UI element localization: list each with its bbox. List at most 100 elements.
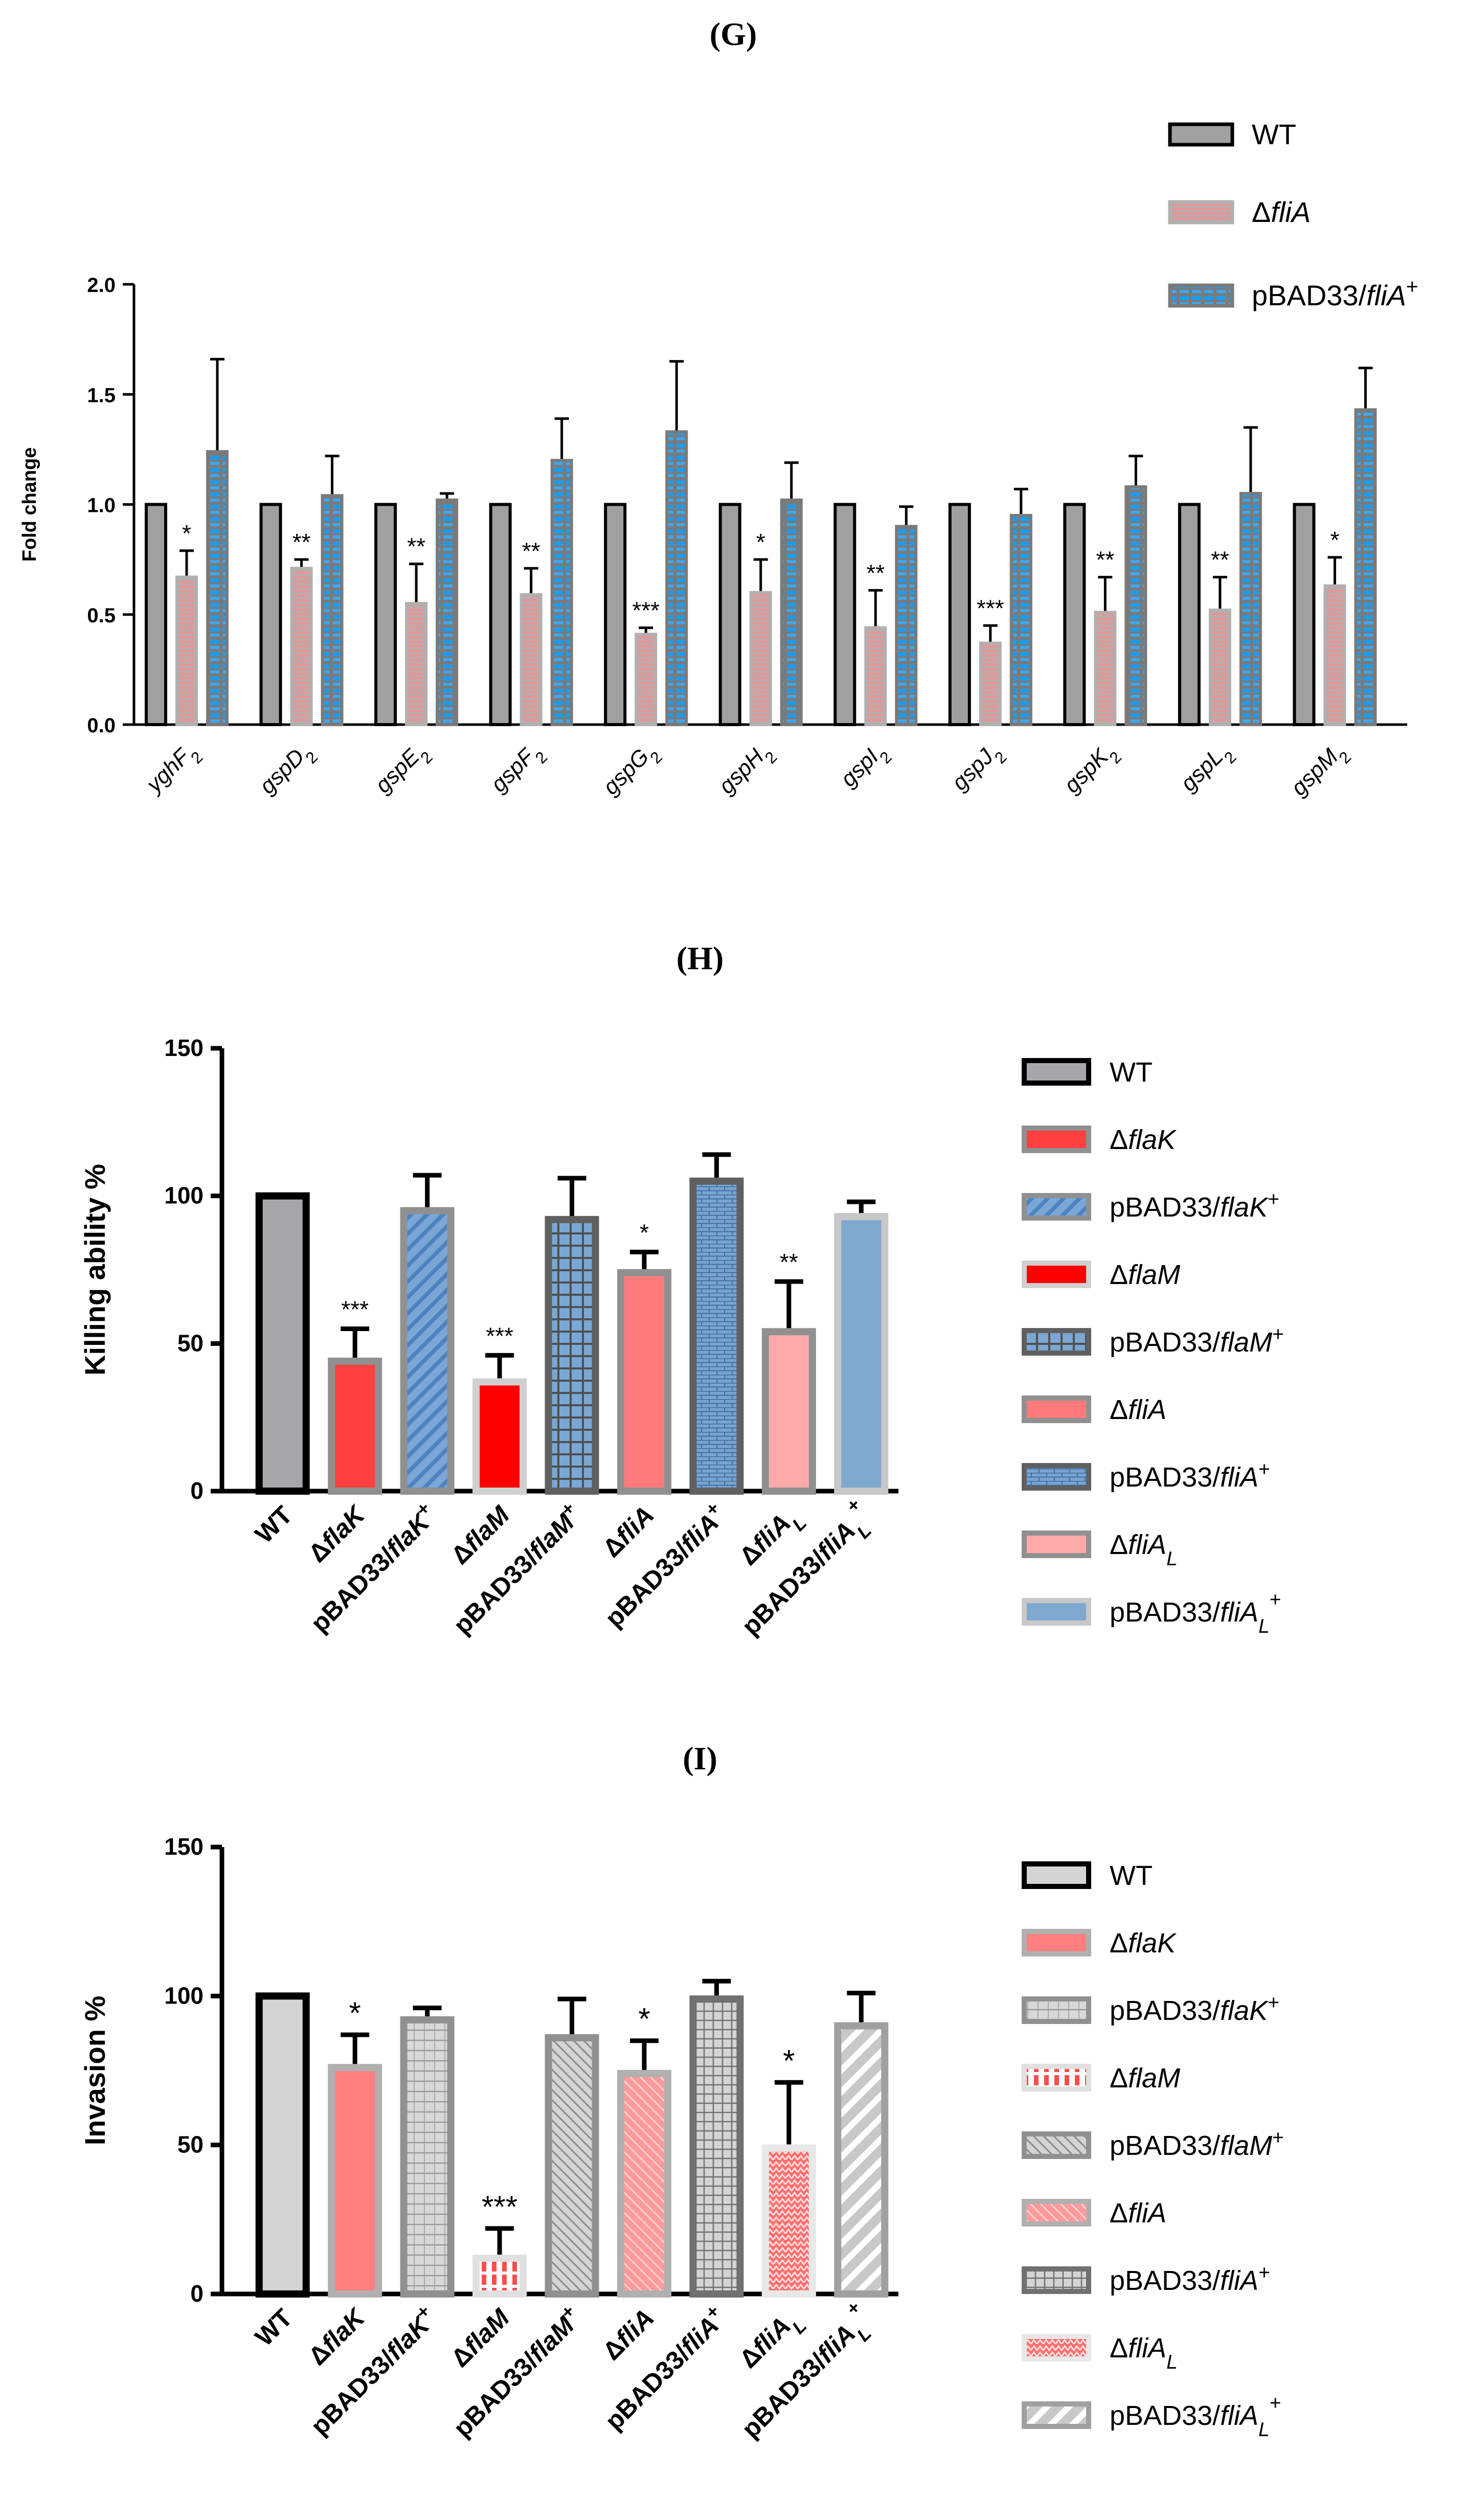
i-bar (689, 1995, 744, 2298)
h-significance: *** (341, 1296, 369, 1322)
panel-h-legend: WT ΔflaK pBAD33/flaK+ ΔflaM pBAD33/flaM+ Δfli… (1022, 1057, 1284, 1637)
g-legend-label: ΔfliA (1252, 196, 1311, 228)
i-bar (328, 2064, 382, 2298)
g-category-label: gspK2 (1059, 737, 1125, 803)
h-legend-label: ΔflaM (1110, 1259, 1180, 1290)
g-significance: ** (866, 559, 885, 586)
g-y-tick-label: 2.0 (87, 274, 116, 297)
h-legend-swatch (1022, 1463, 1091, 1491)
h-legend-label: ΔfliA (1110, 1394, 1166, 1425)
g-bar (259, 503, 282, 726)
h-category-label: WT (250, 1500, 298, 1549)
h-legend-label: pBAD33/fliA+ (1110, 1458, 1270, 1493)
g-category-label: gspJ2 (947, 737, 1010, 800)
g-y-tick-label: 0.5 (87, 604, 116, 627)
h-legend-label: pBAD33/flaM+ (1110, 1323, 1284, 1358)
g-bar (489, 503, 512, 726)
g-category-label: gspE2 (370, 737, 436, 803)
i-legend-label: ΔflaM (1110, 2063, 1180, 2094)
g-bar (780, 498, 803, 726)
i-bar (400, 2016, 455, 2298)
g-bar (1009, 514, 1032, 727)
g-category-label: gspH2 (714, 737, 780, 804)
g-bar (948, 503, 971, 726)
i-legend-label: pBAD33/fliA+ (1110, 2262, 1270, 2297)
h-legend-label: WT (1110, 1057, 1153, 1088)
i-legend-label: ΔfliA (1110, 2198, 1166, 2229)
i-y-tick-label: 0 (190, 2280, 204, 2307)
h-category-label: ΔflaM (445, 1500, 515, 1570)
g-bar (436, 498, 459, 726)
panel-g-legend: WT ΔfliA pBAD33/fliA+ (1168, 118, 1418, 311)
i-legend-swatch (1022, 1929, 1091, 1956)
i-category-label: ΔflaM (445, 2303, 515, 2373)
i-category-label: ΔfliA (597, 2303, 660, 2366)
g-significance: * (182, 520, 191, 547)
h-category-label: pBAD33/fliA+ (596, 1497, 732, 1633)
i-y-label: Invasion % (79, 1996, 111, 2146)
h-bar (545, 1216, 599, 1495)
g-significance: ** (1211, 547, 1229, 573)
h-significance: * (640, 1219, 649, 1246)
g-bar (175, 575, 198, 726)
i-legend-swatch (1022, 1996, 1091, 2024)
i-legend-swatch (1022, 2199, 1091, 2226)
h-legend-swatch (1022, 1058, 1091, 1086)
g-bar (145, 503, 167, 726)
g-bar (1293, 503, 1316, 726)
i-significance: * (783, 2043, 795, 2078)
g-bar (1178, 503, 1201, 726)
g-bar (1323, 584, 1346, 727)
g-bar (749, 591, 772, 726)
h-bar (328, 1357, 382, 1495)
g-significance: ** (407, 533, 425, 560)
i-significance: * (349, 1996, 360, 2030)
i-y-tick-label: 100 (164, 1982, 204, 2009)
h-category-label: ΔflaK (303, 1499, 372, 1568)
g-significance: * (756, 529, 765, 555)
panel-h-title: (H) (676, 940, 724, 976)
panel-i-title: (I) (683, 1740, 717, 1776)
g-bar (979, 641, 1002, 726)
g-bar (405, 602, 428, 726)
i-legend-label: ΔfliAL (1110, 2333, 1178, 2373)
panel-g-title: (G) (710, 16, 757, 52)
i-bar (617, 2069, 671, 2298)
g-significance: ** (292, 529, 311, 555)
h-bar (761, 1328, 816, 1495)
h-significance: *** (486, 1322, 513, 1349)
panel-i-legend: WT ΔflaK pBAD33/flaK+ ΔflaM pBAD33/flaM+ Δfli… (1022, 1860, 1284, 2441)
g-significance: * (1330, 527, 1340, 553)
i-bar (761, 2144, 816, 2298)
i-y-tick-label: 50 (177, 2131, 204, 2158)
g-y-tick-label: 0.0 (87, 714, 116, 737)
h-category-label: ΔfliA (597, 1500, 660, 1563)
i-legend-swatch (1022, 2334, 1091, 2361)
i-category-label: ΔflaK (303, 2302, 372, 2371)
g-bar (833, 503, 856, 726)
i-legend-swatch (1022, 2266, 1091, 2294)
g-bar (665, 430, 688, 726)
g-legend-swatch (1168, 283, 1234, 308)
i-legend-label: ΔflaK (1110, 1928, 1177, 1959)
g-significance: ** (522, 537, 540, 564)
g-bar (635, 633, 658, 726)
g-significance: *** (632, 597, 660, 624)
h-legend-label: pBAD33/flaK+ (1110, 1188, 1279, 1223)
i-significance: * (638, 2002, 650, 2036)
h-significance: ** (780, 1249, 798, 1275)
i-category-label: pBAD33/fliAL+ (730, 2297, 883, 2449)
g-y-tick-label: 1.0 (87, 494, 116, 517)
h-bar (255, 1192, 310, 1495)
g-significance: ** (1096, 547, 1114, 573)
h-legend-swatch (1022, 1126, 1091, 1153)
h-bar (400, 1207, 455, 1495)
h-legend-swatch (1022, 1531, 1091, 1558)
h-bar (689, 1177, 744, 1495)
h-y-tick-label: 150 (164, 1034, 204, 1061)
g-bar (550, 459, 573, 726)
h-legend-swatch (1022, 1193, 1091, 1221)
